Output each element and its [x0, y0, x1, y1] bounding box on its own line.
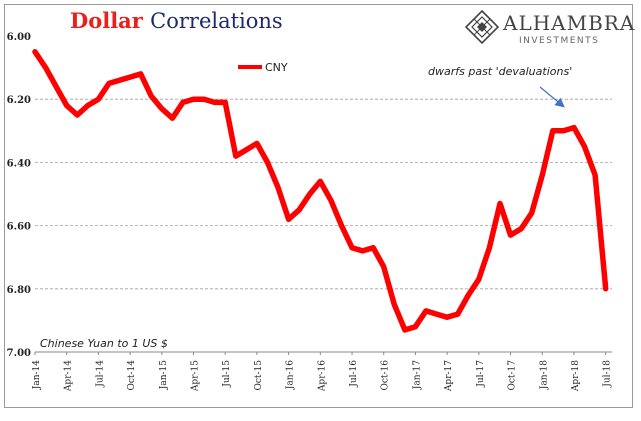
y-tick-label: 6.40: [7, 158, 31, 169]
y-tick-label: 6.60: [7, 222, 31, 233]
x-tick-label: Oct-16: [381, 360, 391, 391]
x-tick-label: Jul-18: [603, 360, 613, 388]
x-tick-label: Apr-17: [444, 360, 454, 392]
x-tick-label: Apr-16: [317, 360, 327, 392]
x-tick-label: Apr-18: [571, 360, 581, 392]
logo-name: ALHAMBRA: [503, 11, 636, 35]
annotation-text: dwarfs past 'devaluations': [428, 65, 572, 78]
x-tick-label: Jul-16: [349, 360, 359, 388]
y-tick-label: 6.80: [7, 285, 31, 296]
diamond-lattice-icon: [465, 10, 499, 44]
y-tick-label: 6.00: [7, 32, 31, 43]
logo-subtitle: INVESTMENTS: [519, 36, 600, 46]
x-tick-label: Oct-14: [127, 360, 137, 391]
x-tick-label: Jan-16: [286, 360, 296, 391]
y-axis-note: Chinese Yuan to 1 US $: [40, 337, 168, 350]
y-tick-label: 6.20: [7, 95, 31, 106]
alhambra-logo: ALHAMBRA INVESTMENTS: [465, 10, 635, 50]
x-tick-label: Jul-14: [95, 360, 105, 388]
x-tick-label: Oct-15: [254, 360, 264, 391]
x-axis-ticks: Jan-14 Apr-14 Jul-14 Oct-14 Jan-15 Apr-15 Jul-…: [32, 352, 613, 392]
annotation-arrow: [539, 86, 565, 108]
x-tick-label: Jul-17: [476, 360, 486, 388]
y-axis-ticks: 6.00 6.20 6.40 6.60 6.80 7.00: [7, 32, 31, 359]
legend: CNY: [238, 61, 288, 74]
x-tick-label: Apr-15: [191, 360, 201, 392]
x-tick-label: Jul-15: [222, 360, 232, 388]
legend-label-cny: CNY: [265, 61, 288, 74]
x-tick-label: Jan-18: [539, 360, 549, 391]
gridlines: [35, 98, 612, 290]
chart-title: Dollar Correlations: [70, 8, 283, 33]
x-tick-label: Jan-15: [159, 360, 169, 391]
x-tick-label: Jan-17: [412, 360, 422, 391]
title-word-correlations: Correlations: [150, 9, 283, 33]
chart-frame: [4, 4, 633, 408]
title-word-dollar: Dollar: [70, 8, 143, 33]
x-tick-label: Jan-14: [32, 360, 42, 391]
x-tick-label: Oct-17: [508, 360, 518, 391]
series-line-cny: [32, 49, 609, 333]
x-tick-label: Apr-14: [64, 360, 74, 392]
y-tick-label: 7.00: [7, 348, 31, 359]
